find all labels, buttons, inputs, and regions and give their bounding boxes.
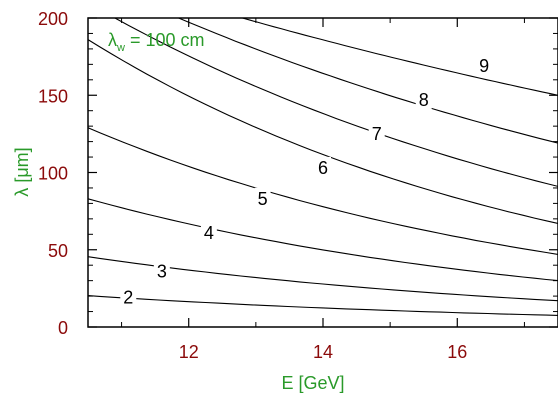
y-axis-title: λ [μm]: [12, 147, 32, 196]
axis-ticks: [88, 17, 558, 328]
contour-label-8: 8: [419, 90, 429, 110]
contour-line-9: [242, 17, 558, 96]
contour-label-bg: [120, 286, 137, 307]
contour-line-4: [87, 198, 558, 282]
x-tick-label: 14: [313, 342, 333, 362]
y-tick-label: 50: [48, 241, 68, 261]
contour-label-bg: [200, 221, 217, 242]
contour-label-7: 7: [372, 124, 382, 144]
contour-labels: 2 3 4 5 6 7 8 9: [120, 54, 493, 308]
y-tick-label: 200: [38, 9, 68, 29]
contour-label-bg: [368, 122, 385, 143]
y-tick-label: 0: [58, 318, 68, 338]
y-tick-label: 100: [38, 164, 68, 184]
contour-label-4: 4: [204, 223, 214, 243]
contour-label-bg: [254, 187, 271, 208]
x-tick-label: 12: [179, 342, 199, 362]
contour-label-bg: [153, 260, 170, 281]
contour-label-9: 9: [479, 56, 489, 76]
x-axis-title: E [GeV]: [281, 373, 344, 393]
contour-line-8: [178, 17, 558, 144]
x-tick-label: 16: [447, 342, 467, 362]
y-tick-label: 150: [38, 86, 68, 106]
contour-line-7: [114, 17, 558, 187]
contour-label-6: 6: [318, 158, 328, 178]
contour-line-2: [87, 295, 558, 316]
contour-label-bg: [476, 54, 493, 75]
tick-labels: 12 14 16 0 50 100 150 200: [38, 9, 467, 362]
contour-label-3: 3: [157, 261, 167, 281]
contour-label-2: 2: [123, 288, 133, 308]
wiggler-period-annotation: λw = 100 cm: [108, 30, 205, 54]
contour-line-6: [87, 39, 558, 225]
contour-label-bg: [415, 88, 432, 109]
contour-label-5: 5: [258, 189, 268, 209]
contour-label-bg: [315, 156, 331, 177]
contour-line-5: [87, 127, 558, 255]
